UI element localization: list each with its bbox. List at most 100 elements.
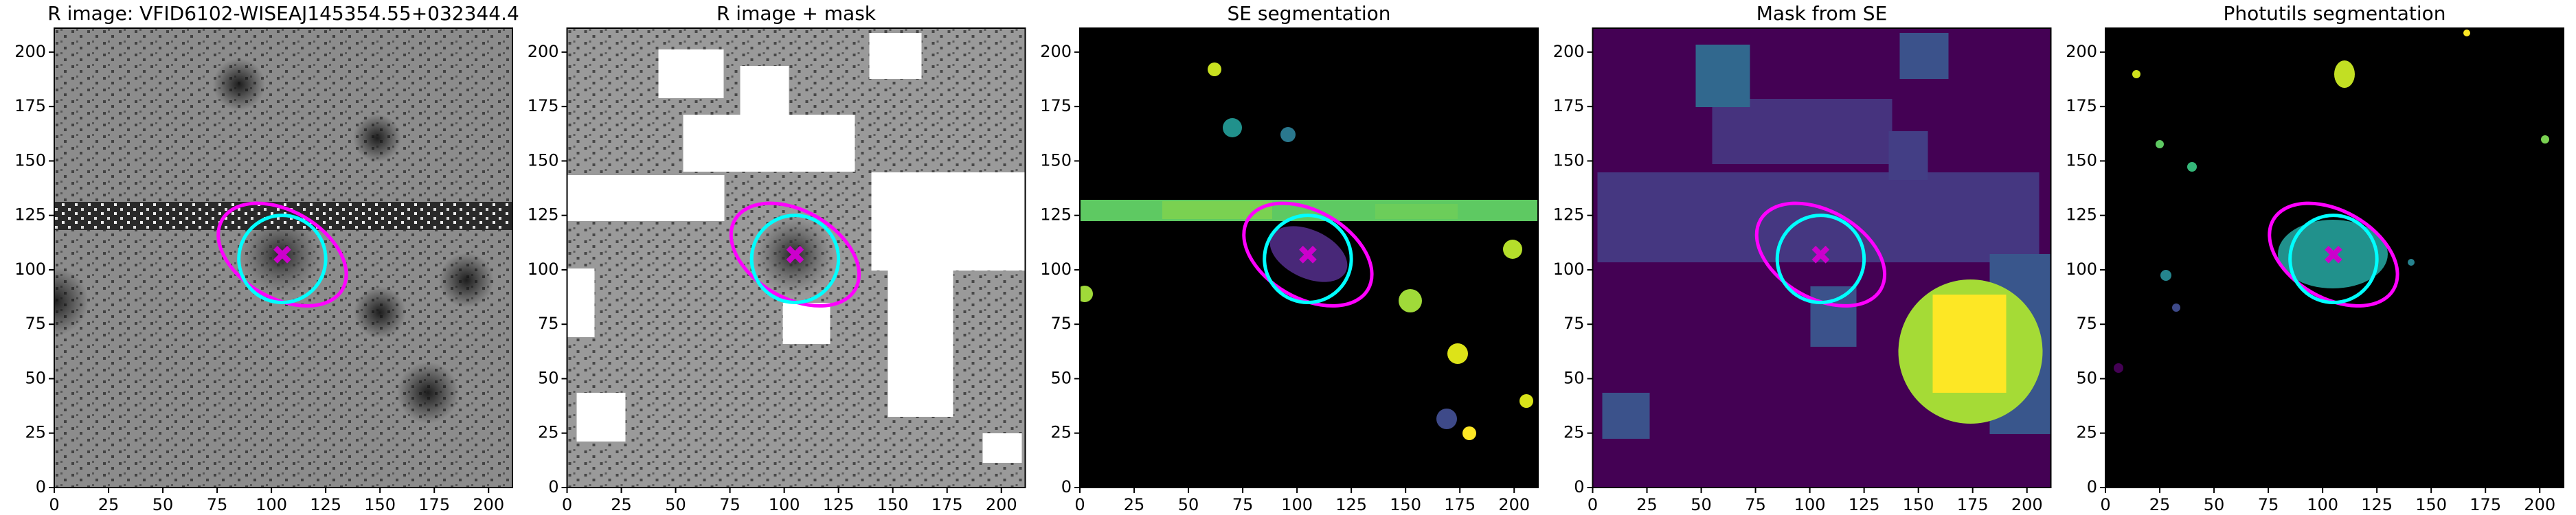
y-tick-label: 75 — [1050, 314, 1072, 333]
panel-title: Photutils segmentation — [2223, 2, 2445, 25]
x-tick-label: 0 — [1074, 495, 1085, 514]
image-region — [1503, 240, 1522, 259]
x-tick-label: 50 — [1691, 495, 1712, 514]
axes-frame — [54, 27, 513, 488]
y-tick-label: 175 — [528, 96, 559, 115]
x-tick-label: 25 — [1636, 495, 1658, 514]
x-tick-label: 125 — [1849, 495, 1880, 514]
y-tick-label: 175 — [2066, 96, 2097, 115]
image-region — [1399, 289, 1422, 312]
aperture-circle — [237, 214, 328, 304]
x-tick-label: 150 — [2415, 495, 2447, 514]
x-tick-label: 200 — [2011, 495, 2043, 514]
x-tick-label: 200 — [1498, 495, 1530, 514]
y-tick-label: 125 — [14, 205, 46, 225]
x-tick-label: 125 — [310, 495, 341, 514]
y-tick-label: 175 — [14, 96, 46, 115]
y-tick-label: 75 — [2076, 314, 2097, 333]
y-tick-label: 75 — [1563, 314, 1585, 333]
y-tick-label: 175 — [1553, 96, 1585, 115]
image-region — [354, 286, 406, 339]
x-tick-label: 150 — [1390, 495, 1421, 514]
image-region — [1080, 200, 1538, 221]
x-tick-label: 75 — [207, 495, 228, 514]
image-region — [1447, 343, 1468, 364]
x-tick-label: 175 — [418, 495, 450, 514]
y-tick-label: 150 — [1553, 150, 1585, 170]
y-tick-label: 25 — [25, 423, 46, 442]
panel-title: SE segmentation — [1228, 2, 1391, 25]
y-tick-label: 0 — [1574, 477, 1584, 496]
image-region — [2541, 135, 2549, 144]
image-region — [2187, 162, 2197, 172]
image-region — [2408, 259, 2415, 266]
aperture-ellipse — [729, 201, 861, 308]
x-tick-label: 25 — [611, 495, 632, 514]
y-tick-label: 200 — [528, 42, 559, 61]
y-tick-label: 100 — [2066, 260, 2097, 279]
overlays — [1242, 201, 1374, 308]
y-tick-label: 25 — [2076, 423, 2097, 442]
image-region — [567, 33, 1026, 463]
x-tick-label: 200 — [2524, 495, 2555, 514]
x-tick-label: 0 — [2100, 495, 2110, 514]
y-tick-label: 150 — [14, 150, 46, 170]
image-region — [1375, 204, 1458, 219]
image-region — [439, 253, 494, 308]
image-region — [658, 49, 724, 98]
x-tick-label: 75 — [2258, 495, 2279, 514]
x-tick-label: 50 — [2204, 495, 2225, 514]
y-tick-label: 200 — [14, 42, 46, 61]
y-tick-label: 0 — [36, 477, 46, 496]
axes-frame — [566, 27, 1026, 488]
image-region — [213, 58, 265, 111]
image-region — [1519, 394, 1533, 408]
x-tick-label: 125 — [2361, 495, 2393, 514]
overlays — [1754, 201, 1887, 308]
y-tick-label: 0 — [2087, 477, 2097, 496]
image-region — [869, 33, 922, 79]
x-tick-label: 0 — [49, 495, 59, 514]
y-tick-label: 200 — [2066, 42, 2097, 61]
x-tick-label: 125 — [823, 495, 855, 514]
image-region — [982, 433, 1022, 463]
y-tick-label: 50 — [538, 368, 559, 387]
image-region — [1080, 286, 1093, 302]
x-tick-label: 100 — [2307, 495, 2338, 514]
image-region — [54, 267, 89, 336]
x-tick-label: 150 — [364, 495, 396, 514]
x-tick-label: 200 — [473, 495, 504, 514]
overlays — [729, 201, 861, 308]
y-tick-label: 75 — [538, 314, 559, 333]
overlays — [216, 201, 348, 308]
y-tick-label: 100 — [528, 260, 559, 279]
x-tick-label: 100 — [1794, 495, 1826, 514]
y-tick-label: 125 — [2066, 205, 2097, 225]
x-tick-label: 125 — [1335, 495, 1367, 514]
aperture-ellipse — [2268, 201, 2399, 308]
aperture-ellipse — [216, 201, 348, 308]
x-tick-label: 25 — [2149, 495, 2171, 514]
y-tick-label: 125 — [528, 205, 559, 225]
image-region — [353, 114, 401, 162]
y-tick-label: 25 — [1563, 423, 1585, 442]
x-tick-label: 175 — [931, 495, 963, 514]
image-region — [888, 270, 953, 417]
y-tick-label: 0 — [548, 477, 558, 496]
image-region — [567, 175, 725, 221]
image-region — [397, 362, 459, 424]
image — [1080, 28, 1538, 488]
x-tick-label: 175 — [1444, 495, 1476, 514]
y-tick-label: 125 — [1553, 205, 1585, 225]
overlays — [2268, 201, 2399, 308]
x-tick-label: 175 — [2470, 495, 2501, 514]
image-region — [1208, 62, 1221, 76]
x-tick-label: 100 — [1281, 495, 1313, 514]
center-marker — [786, 245, 804, 264]
y-tick-label: 75 — [25, 314, 46, 333]
y-tick-label: 200 — [1040, 42, 1072, 61]
y-tick-label: 100 — [1040, 260, 1072, 279]
aperture-ellipse — [1754, 201, 1887, 308]
x-tick-label: 75 — [719, 495, 741, 514]
aperture-circle — [1263, 214, 1353, 304]
